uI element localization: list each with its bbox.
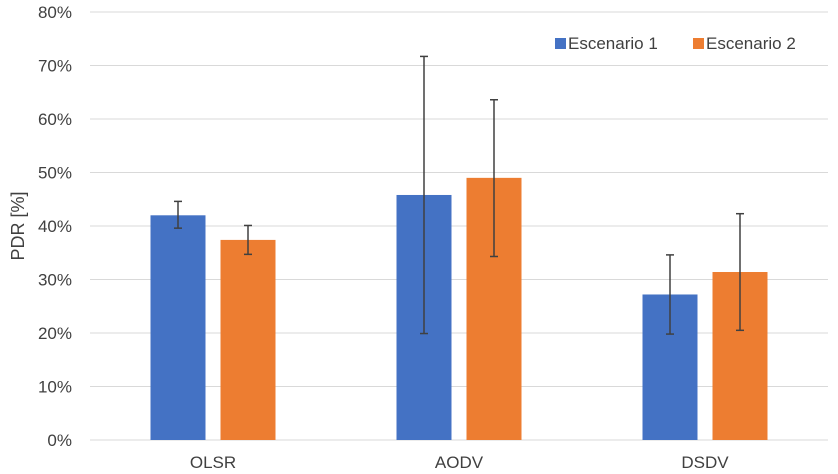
error-bar-olsr-series-2 [244,224,252,256]
bar-olsr-series-2 [220,239,276,440]
bars [150,177,768,440]
legend-item-series-2: Escenario 2 [693,34,796,53]
y-axis-title: PDR [%] [8,191,28,260]
x-tick-label: DSDV [681,453,729,472]
y-axis-tick-labels: 0% 10% 20% 30% 40% 50% 60% 70% 80% [38,3,72,450]
y-tick-label: 70% [38,57,72,76]
y-tick-label: 80% [38,3,72,22]
error-bar-aodv-series-2 [490,98,498,258]
y-tick-label: 30% [38,271,72,290]
legend-label: Escenario 1 [568,34,658,53]
legend-label: Escenario 2 [706,34,796,53]
error-bar-olsr-series-1 [174,200,182,229]
legend-swatch [555,38,566,49]
y-tick-label: 20% [38,324,72,343]
error-bars [174,55,744,335]
gridlines [90,11,828,441]
error-bar-aodv-series-1 [420,55,428,335]
y-tick-label: 40% [38,217,72,236]
x-axis-tick-labels: OLSR AODV DSDV [190,453,729,472]
y-tick-label: 0% [47,431,72,450]
bar-olsr-series-1 [150,215,206,440]
y-tick-label: 10% [38,378,72,397]
x-tick-label: AODV [435,453,484,472]
error-bar-dsdv-series-2 [736,212,744,332]
error-bar-dsdv-series-1 [666,254,674,335]
y-tick-label: 60% [38,110,72,129]
y-tick-label: 50% [38,164,72,183]
legend-item-series-1: Escenario 1 [555,34,658,53]
legend-swatch [693,38,704,49]
x-tick-label: OLSR [190,453,236,472]
legend: Escenario 1 Escenario 2 [555,34,796,53]
